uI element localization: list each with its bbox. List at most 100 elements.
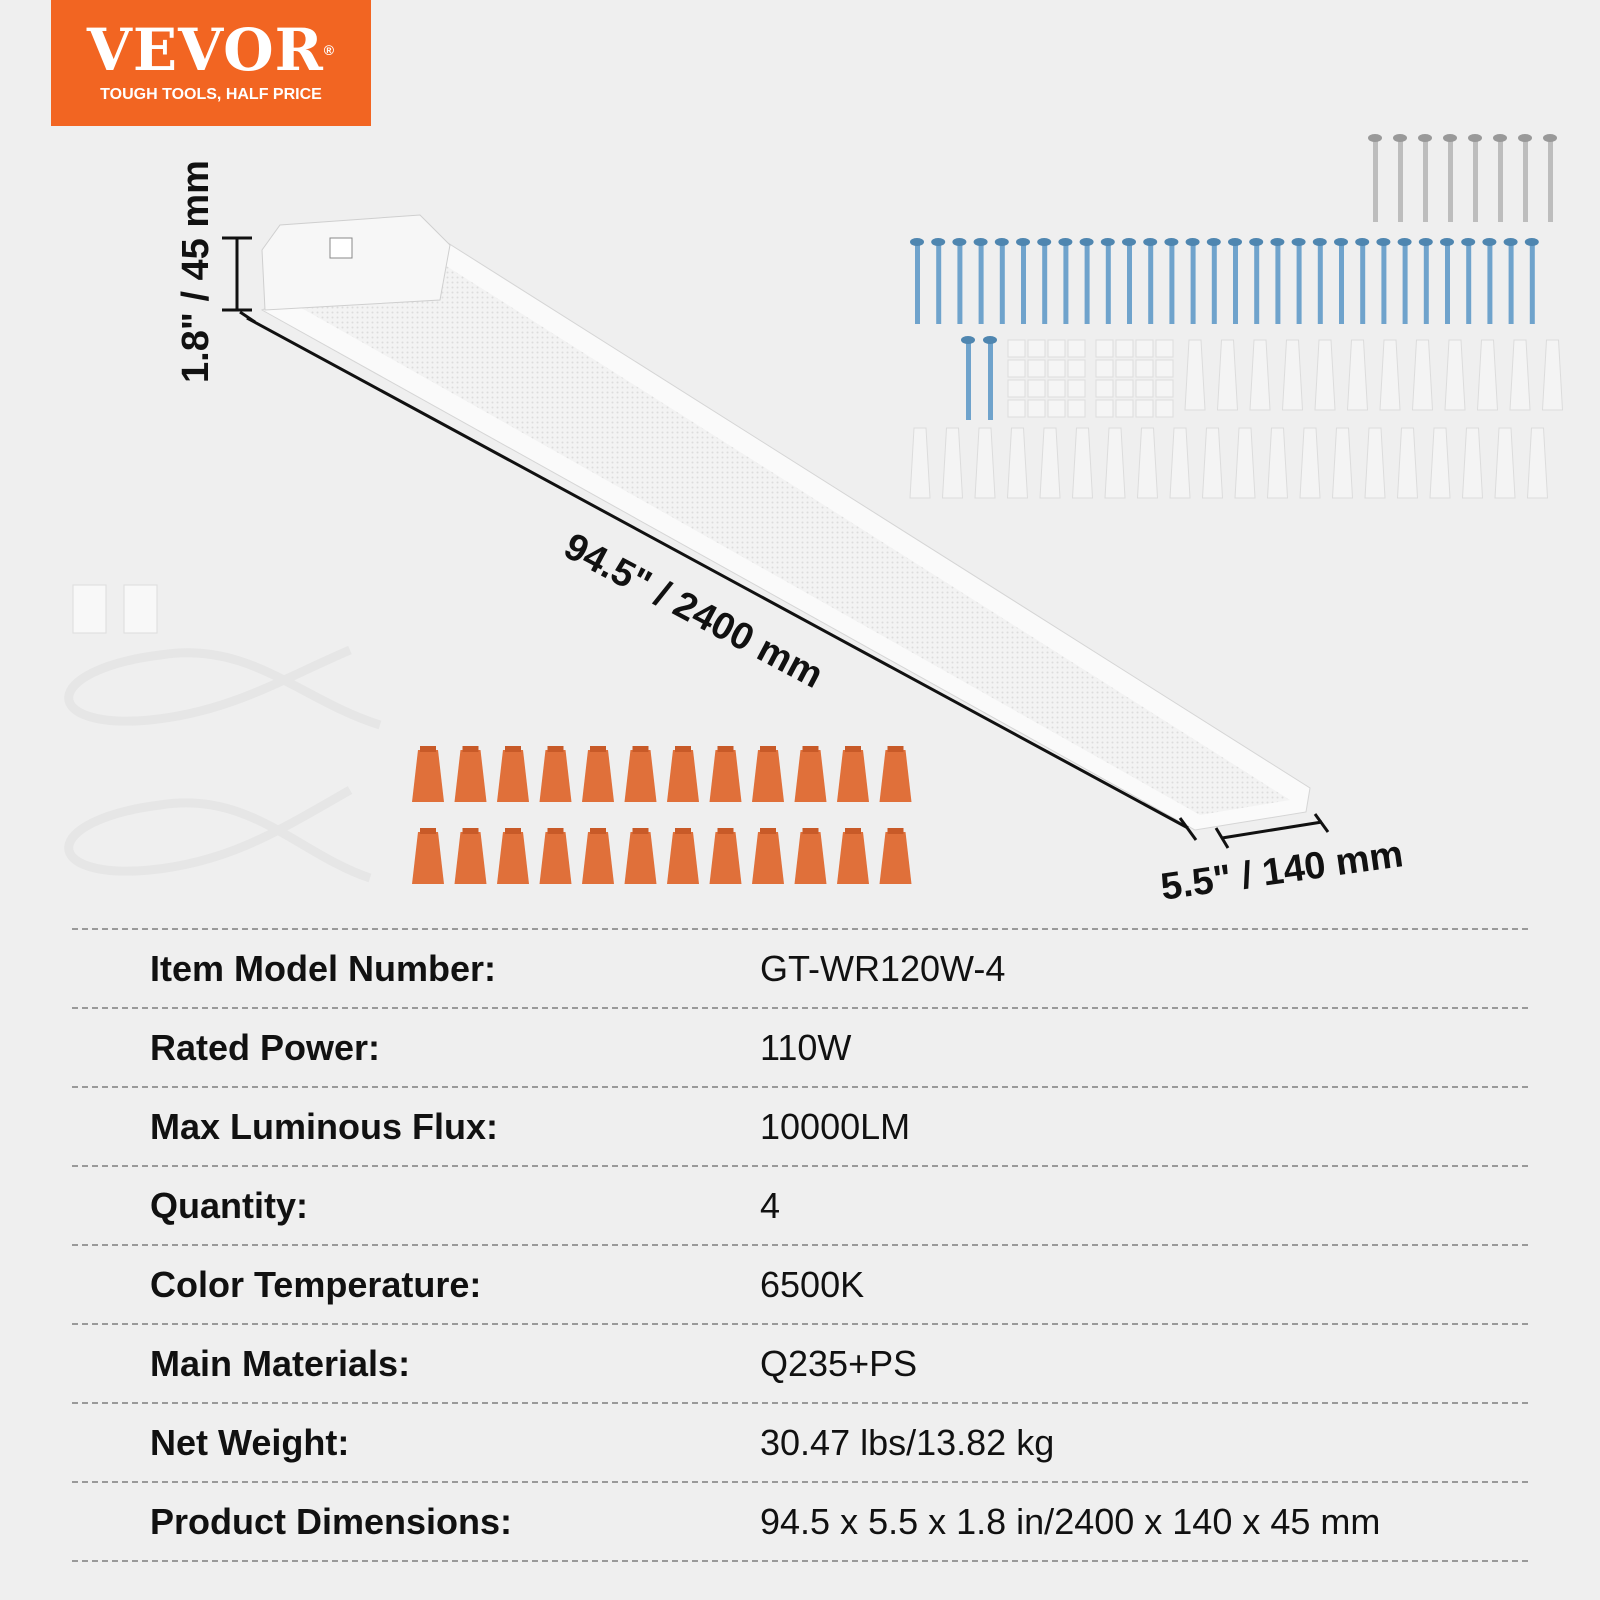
- machine-screw: [1523, 138, 1528, 222]
- wire-nut: [709, 750, 742, 802]
- wire-nut: [879, 832, 912, 884]
- wall-anchor: [1201, 427, 1224, 499]
- wood-screw: [1445, 242, 1450, 324]
- wood-screw: [1423, 242, 1429, 324]
- wire-nut: [667, 832, 699, 884]
- spec-value: 6500K: [760, 1263, 865, 1305]
- wall-anchor: [1444, 339, 1466, 411]
- wall-anchor: [1526, 427, 1549, 499]
- wire-nut: [624, 750, 657, 802]
- wall-anchor: [1266, 427, 1289, 499]
- adhesive-pad: [1115, 379, 1134, 398]
- wood-screw: [1254, 242, 1260, 324]
- spec-value: 110W: [760, 1026, 852, 1068]
- wire-nut: [752, 750, 784, 802]
- spec-row: Main Materials: Q235+PS: [72, 1323, 1528, 1402]
- wall-anchor: [1216, 339, 1239, 411]
- adhesive-pad: [1007, 359, 1026, 378]
- spec-value: 10000LM: [760, 1105, 911, 1147]
- adhesive-pad: [1155, 399, 1174, 418]
- wood-screw: [999, 242, 1005, 324]
- wire-nut: [454, 832, 487, 884]
- connector-cables: [64, 584, 382, 883]
- wall-anchor: [909, 427, 931, 499]
- wood-screw: [1360, 242, 1366, 324]
- wire-nut: [837, 832, 869, 884]
- adhesive-pad: [1095, 399, 1114, 418]
- wood-screw: [1190, 242, 1196, 324]
- wall-anchor: [1071, 427, 1094, 499]
- dimension-lines: [222, 236, 1330, 849]
- height-dimension-label: 1.8" / 45 mm: [174, 160, 217, 383]
- wood-screw: [1127, 242, 1132, 324]
- wire-nut: [412, 832, 444, 884]
- spec-row: Item Model Number: GT-WR120W-4: [72, 928, 1528, 1007]
- wall-anchor: [1494, 427, 1516, 499]
- wood-screw: [988, 340, 993, 420]
- adhesive-pad: [1095, 359, 1114, 378]
- vevor-logo: VEVOR® TOUGH TOOLS, HALF PRICE: [51, 0, 371, 126]
- logo-tagline: TOUGH TOOLS, HALF PRICE: [100, 86, 322, 103]
- adhesive-pad: [1115, 359, 1134, 378]
- adhesive-pad: [1155, 359, 1174, 378]
- machine-screw: [1398, 138, 1403, 222]
- adhesive-pad: [1067, 339, 1086, 358]
- wire-nut: [624, 832, 657, 884]
- adhesive-pad: [1027, 379, 1046, 398]
- wood-screw: [1529, 242, 1535, 324]
- wood-screw: [957, 242, 963, 324]
- wood-screw: [1233, 242, 1238, 324]
- wood-screw: [1339, 242, 1344, 324]
- wall-anchor: [1429, 427, 1451, 499]
- adhesive-pad: [1047, 339, 1066, 358]
- wall-anchor: [1541, 339, 1564, 411]
- wood-screw: [1084, 242, 1090, 324]
- spec-label: Color Temperature:: [150, 1263, 482, 1305]
- wall-anchor: [1411, 339, 1434, 411]
- wall-anchor: [1331, 427, 1354, 499]
- adhesive-pad: [1007, 399, 1026, 418]
- wood-screw: [1275, 242, 1281, 324]
- accessories: [412, 134, 1564, 884]
- wood-screw: [1211, 242, 1217, 324]
- wire-nut: [879, 750, 912, 802]
- wood-screw: [1296, 242, 1302, 324]
- spec-label: Net Weight:: [150, 1421, 350, 1463]
- adhesive-pad: [1047, 379, 1066, 398]
- wood-screw: [1021, 242, 1026, 324]
- wood-screw: [936, 242, 942, 324]
- adhesive-pad: [1155, 339, 1174, 358]
- wall-anchor: [1249, 339, 1271, 411]
- wall-anchor: [1184, 339, 1206, 411]
- wall-anchor: [1461, 427, 1484, 499]
- wall-anchor: [1299, 427, 1321, 499]
- spec-value: Q235+PS: [760, 1342, 918, 1384]
- adhesive-pad: [1155, 379, 1174, 398]
- adhesive-pad: [1115, 339, 1134, 358]
- adhesive-pad: [1095, 339, 1114, 358]
- specifications-table: Item Model Number: GT-WR120W-4 Rated Power…: [72, 928, 1528, 1562]
- adhesive-pad: [1095, 379, 1114, 398]
- adhesive-pad: [1135, 339, 1154, 358]
- wire-nut: [709, 832, 742, 884]
- spec-value: 4: [760, 1184, 781, 1226]
- wall-anchor: [1476, 339, 1499, 411]
- wire-nut: [454, 750, 487, 802]
- adhesive-pad: [1027, 339, 1046, 358]
- wall-anchor: [1509, 339, 1531, 411]
- wall-anchor: [1006, 427, 1029, 499]
- adhesive-pad: [1007, 379, 1026, 398]
- spec-label: Quantity:: [150, 1184, 308, 1226]
- spec-row: Product Dimensions: 94.5 x 5.5 x 1.8 in/2…: [72, 1481, 1528, 1562]
- adhesive-pad: [1027, 359, 1046, 378]
- machine-screw: [1448, 138, 1453, 222]
- wood-screw: [1042, 242, 1048, 324]
- adhesive-pad: [1027, 399, 1046, 418]
- wood-screw: [1508, 242, 1514, 324]
- adhesive-pad: [1135, 379, 1154, 398]
- spec-label: Item Model Number:: [150, 947, 497, 989]
- wood-screw: [978, 242, 984, 324]
- wood-screw: [1169, 242, 1175, 324]
- wall-anchor: [1169, 427, 1191, 499]
- wood-screw: [1487, 242, 1493, 324]
